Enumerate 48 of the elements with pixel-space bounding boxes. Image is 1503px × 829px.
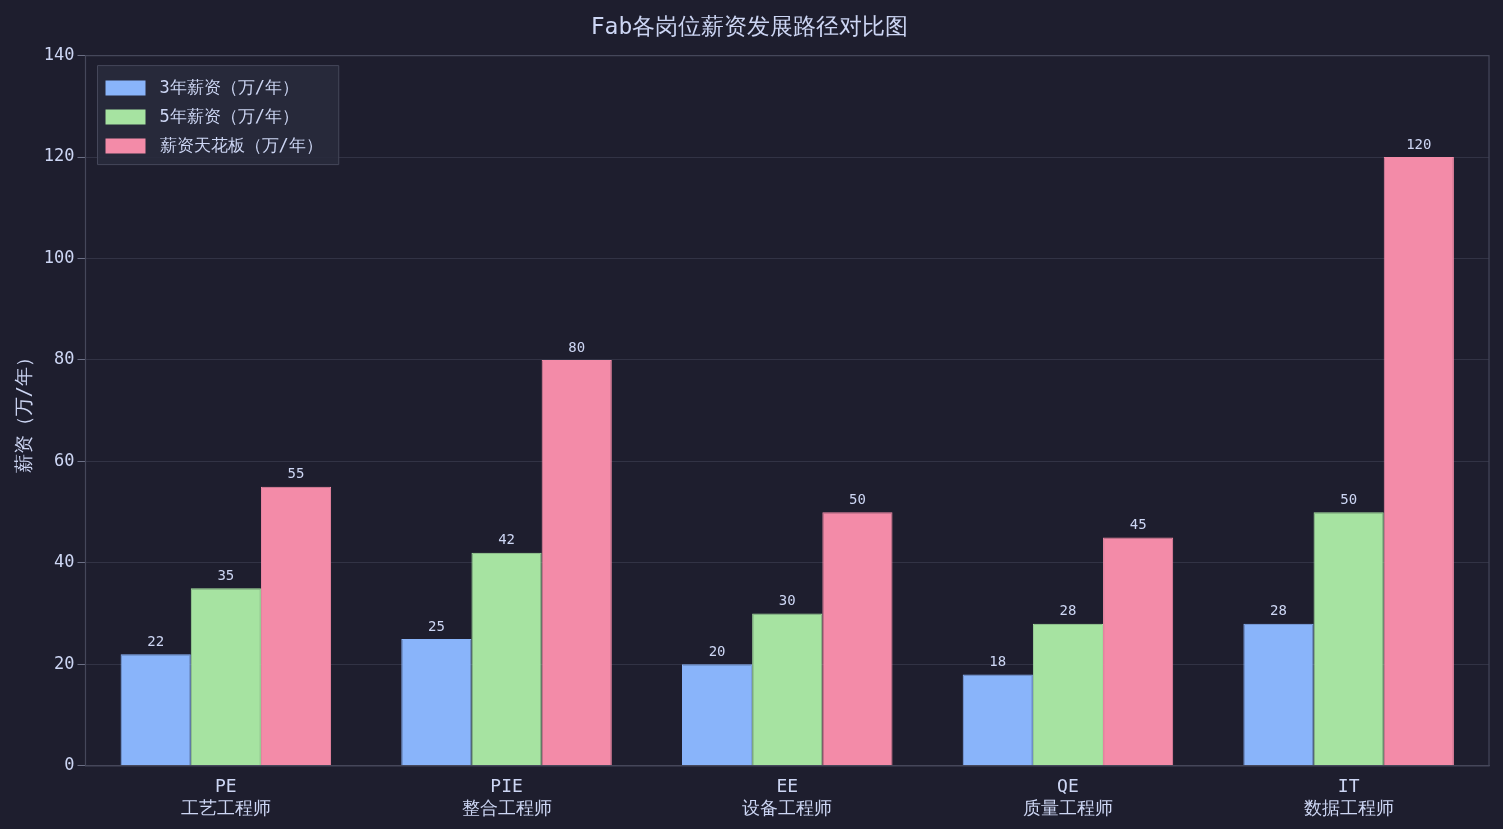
data-label: 50 <box>849 490 866 507</box>
y-tick-label: 20 <box>54 652 75 673</box>
data-label: 50 <box>1340 490 1358 507</box>
bar <box>1103 537 1174 766</box>
data-label: 20 <box>708 642 726 659</box>
data-label: 55 <box>287 465 305 482</box>
data-label: 22 <box>147 632 165 649</box>
bar <box>962 674 1033 766</box>
data-label: 35 <box>217 566 235 583</box>
legend-label: 3年薪资（万/年） <box>159 77 299 98</box>
bar <box>190 588 261 766</box>
bar <box>1243 623 1314 766</box>
data-label: 18 <box>989 653 1007 670</box>
legend-label: 5年薪资（万/年） <box>159 106 299 127</box>
bar <box>681 664 753 766</box>
data-label: 120 <box>1406 135 1432 152</box>
y-axis-title: 薪资（万/年） <box>12 347 35 474</box>
bar <box>401 638 472 766</box>
y-tick-label: 120 <box>43 145 75 166</box>
data-label: 80 <box>568 338 586 355</box>
x-tick-label: IT 数据工程师 <box>1303 775 1394 818</box>
x-tick-label: EE 设备工程师 <box>742 775 833 818</box>
y-tick-label: 140 <box>43 44 75 65</box>
x-tick-label: PIE 整合工程师 <box>461 775 552 818</box>
y-tick-label: 60 <box>54 449 75 470</box>
bar <box>541 359 612 766</box>
y-tick-label: 100 <box>43 246 75 267</box>
data-label: 28 <box>1059 602 1077 619</box>
chart-title: Fab各岗位薪资发展路径对比图 <box>590 12 909 39</box>
bar <box>752 613 823 766</box>
y-tick-label: 80 <box>54 348 75 369</box>
data-label: 45 <box>1129 516 1147 533</box>
bar <box>120 654 191 766</box>
bar <box>471 552 542 766</box>
x-tick-label: PE 工艺工程师 <box>180 775 271 818</box>
bar <box>822 512 893 766</box>
x-tick-label: QE 质量工程师 <box>1022 775 1113 818</box>
data-label: 30 <box>778 592 796 609</box>
legend-label: 薪资天花板（万/年） <box>159 135 323 156</box>
bar <box>260 486 332 766</box>
bar <box>1032 623 1104 766</box>
bar <box>1383 157 1454 766</box>
y-tick-label: 40 <box>54 551 75 572</box>
data-label: 25 <box>427 617 445 634</box>
y-tick-label: 0 <box>64 754 75 775</box>
data-label: 42 <box>498 531 515 548</box>
data-label: 28 <box>1270 602 1287 619</box>
bar <box>1313 512 1384 766</box>
